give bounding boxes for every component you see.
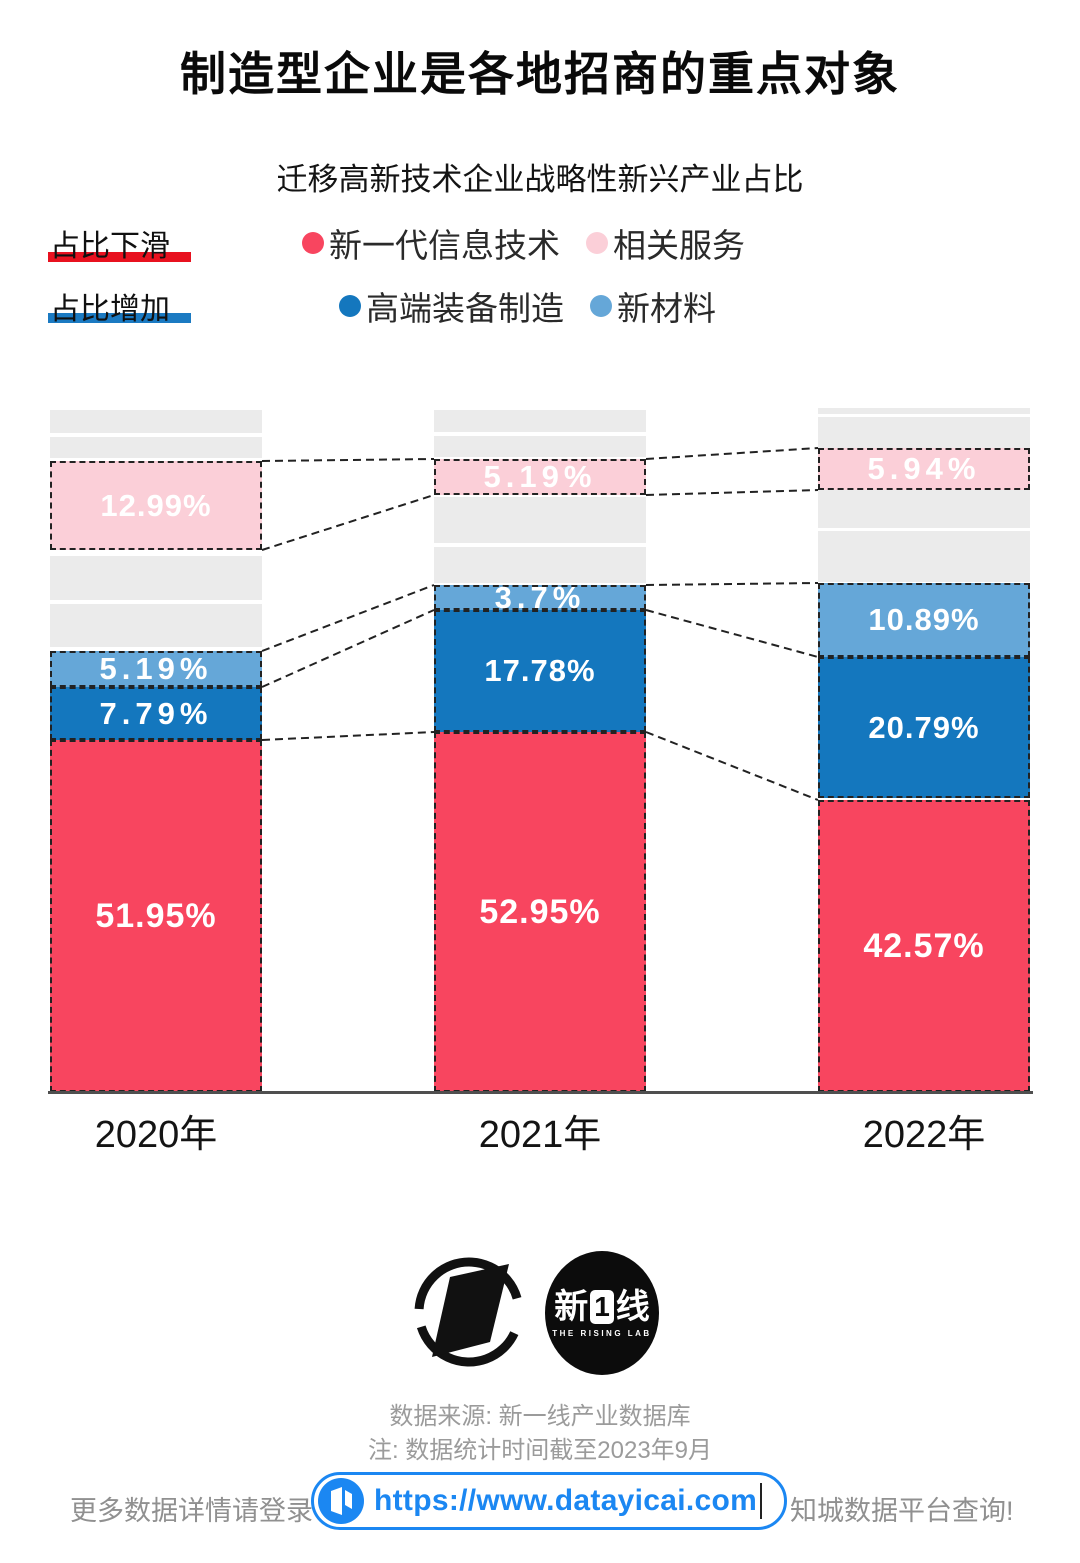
segment-value-label: 5.94%	[867, 451, 981, 486]
bottom-left-text: 更多数据详情请登录	[70, 1496, 313, 1526]
bar-segment-lightblue-2022年: 10.89%	[818, 583, 1030, 657]
bar-segment-red-2022年: 42.57%	[818, 800, 1030, 1092]
segment-value-label: 51.95%	[95, 896, 217, 935]
lightblue-dot-icon	[590, 295, 612, 317]
bar-segment-gray-2021年	[434, 497, 646, 543]
logo-char-xin: 新	[554, 1287, 589, 1326]
bar-segment-gray-2021年	[434, 410, 646, 432]
segment-value-label: 17.78%	[484, 653, 596, 688]
red-dot-icon	[302, 232, 324, 254]
yicai-logo-icon	[414, 1257, 524, 1367]
legend-label-new-gen-it: 新一代信息技术	[329, 227, 560, 264]
bar-segment-pink-2020年: 12.99%	[50, 461, 262, 550]
x-axis-label-2021年: 2021年	[478, 1114, 602, 1156]
legend-label-new-materials: 新材料	[617, 290, 716, 327]
legend-label-highend-equipment: 高端装备制造	[366, 290, 564, 327]
bar-segment-gray-2022年	[818, 408, 1030, 414]
chart-subtitle: 迁移高新技术企业战略性新兴产业占比	[276, 162, 804, 197]
legend-term-declining: 占比下滑	[50, 230, 170, 263]
data-note-line: 注: 数据统计时间截至2023年9月	[367, 1437, 713, 1464]
segment-value-label: 7.79%	[99, 695, 213, 731]
bar-segment-darkblue-2020年: 7.79%	[50, 687, 262, 740]
bar-segment-gray-2022年	[818, 531, 1030, 582]
bar-segment-gray-2021年	[434, 547, 646, 583]
bar-segment-lightblue-2021年: 3.7%	[434, 580, 646, 615]
url-link[interactable]: https://www.datayicai.com	[374, 1484, 758, 1517]
segment-value-label: 5.19%	[99, 651, 213, 686]
page-title: 制造型企业是各地招商的重点对象	[180, 48, 900, 100]
bar-segment-gray-2022年	[818, 490, 1030, 528]
x-axis-label-2022年: 2022年	[862, 1114, 986, 1156]
rising-lab-logo: 新 1 线 THE RISING LAB	[545, 1251, 659, 1375]
bar-segment-gray-2020年	[50, 437, 262, 458]
segment-value-label: 52.95%	[479, 892, 601, 931]
darkblue-dot-icon	[339, 295, 361, 317]
bar-segment-gray-2020年	[50, 604, 262, 647]
declining-term-underline	[48, 252, 191, 262]
pink-dot-icon	[586, 232, 608, 254]
bar-segment-red-2021年: 52.95%	[434, 732, 646, 1092]
legend-term-increasing: 占比增加	[50, 293, 170, 326]
segment-value-label: 3.7%	[494, 579, 586, 615]
segment-value-label: 20.79%	[868, 709, 980, 745]
bar-segment-darkblue-2022年: 20.79%	[818, 657, 1030, 798]
logo-tile-one: 1	[590, 1289, 614, 1324]
bar-segment-lightblue-2020年: 5.19%	[50, 651, 262, 687]
segment-value-label: 10.89%	[868, 602, 980, 637]
bar-segment-red-2020年: 51.95%	[50, 740, 262, 1092]
logo-char-xian: 线	[615, 1287, 650, 1326]
bar-segment-gray-2021年	[434, 436, 646, 457]
bar-segment-gray-2020年	[50, 410, 262, 433]
legend-row-increasing: 高端装备制造 新材料	[339, 289, 742, 327]
datayicai-logo-icon	[318, 1478, 364, 1524]
bar-segment-gray-2020年	[50, 556, 262, 600]
segment-value-label: 42.57%	[863, 926, 985, 965]
bar-segment-darkblue-2021年: 17.78%	[434, 610, 646, 732]
bar-segment-pink-2021年: 5.19%	[434, 459, 646, 495]
yicai-logo	[412, 1250, 526, 1374]
bottom-right-text: 知城数据平台查询!	[790, 1496, 1014, 1526]
rising-lab-logo-en: THE RISING LAB	[552, 1328, 652, 1338]
data-source-line: 数据来源: 新一线产业数据库	[389, 1403, 691, 1430]
x-axis-baseline	[48, 1091, 1033, 1094]
legend-row-declining: 新一代信息技术 相关服务	[302, 226, 771, 264]
legend-label-related-services: 相关服务	[613, 227, 745, 264]
bar-segment-pink-2022年: 5.94%	[818, 448, 1030, 490]
text-cursor	[760, 1483, 763, 1519]
url-pill[interactable]: https://www.datayicai.com	[311, 1472, 787, 1530]
x-axis-label-2020年: 2020年	[94, 1114, 218, 1156]
bar-segment-gray-2022年	[818, 417, 1030, 448]
increasing-term-underline	[48, 313, 191, 323]
rising-lab-logo-cn: 新 1 线	[554, 1289, 650, 1325]
segment-value-label: 12.99%	[100, 487, 212, 523]
segment-value-label: 5.19%	[483, 459, 597, 494]
